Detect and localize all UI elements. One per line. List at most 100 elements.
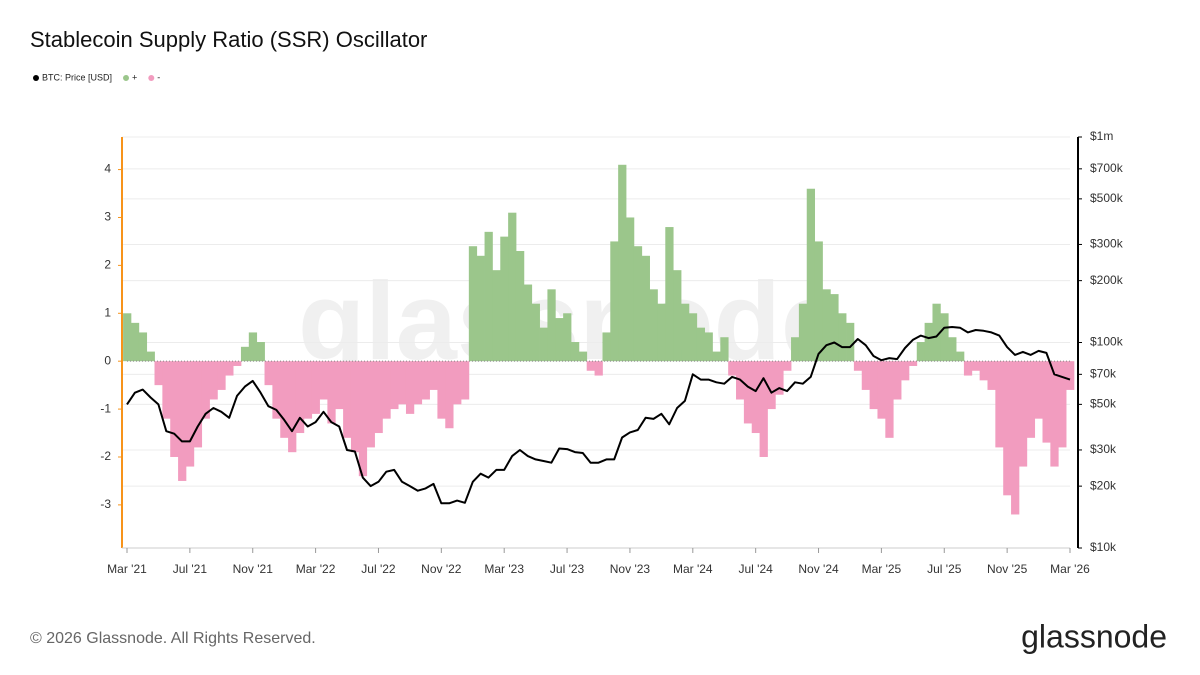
oscillator-bar bbox=[940, 313, 949, 362]
oscillator-bar bbox=[1066, 361, 1075, 390]
oscillator-bar bbox=[869, 361, 878, 410]
oscillator-bar bbox=[217, 361, 226, 390]
oscillator-bar bbox=[916, 342, 926, 362]
y2-tick-label: $300k bbox=[1090, 237, 1124, 251]
oscillator-bar bbox=[531, 303, 540, 362]
oscillator-bar bbox=[413, 361, 423, 405]
oscillator-bar bbox=[468, 246, 478, 362]
oscillator-bar bbox=[688, 313, 698, 362]
oscillator-bar bbox=[225, 361, 234, 376]
oscillator-bar bbox=[846, 322, 855, 362]
oscillator-bar bbox=[791, 337, 800, 362]
oscillator-bar bbox=[303, 361, 313, 419]
oscillator-bar bbox=[123, 313, 132, 362]
oscillator-bar bbox=[767, 361, 776, 410]
oscillator-bar bbox=[641, 255, 650, 362]
oscillator-bar bbox=[1026, 361, 1036, 438]
oscillator-bar bbox=[453, 361, 462, 405]
oscillator-bar bbox=[523, 284, 533, 362]
y2-tick-label: $20k bbox=[1090, 478, 1117, 492]
oscillator-bar bbox=[201, 361, 210, 419]
oscillator-bar bbox=[327, 361, 336, 424]
price-line bbox=[126, 326, 1071, 505]
oscillator-bar bbox=[987, 361, 996, 390]
oscillator-bar bbox=[633, 246, 643, 362]
x-tick-label: Nov '21 bbox=[233, 562, 274, 576]
oscillator-bar bbox=[586, 361, 595, 371]
oscillator-bar bbox=[681, 303, 690, 362]
oscillator-bar bbox=[343, 361, 352, 438]
oscillator-bar bbox=[798, 303, 808, 362]
x-tick-label: Jul '22 bbox=[361, 562, 396, 576]
oscillator-bar bbox=[319, 361, 328, 400]
oscillator-bar bbox=[759, 361, 768, 457]
oscillator-bar bbox=[248, 332, 258, 362]
oscillator-bar bbox=[563, 313, 572, 362]
oscillator-bar bbox=[264, 361, 273, 386]
legend-label: + bbox=[132, 72, 137, 82]
oscillator-bar bbox=[1034, 361, 1043, 419]
oscillator-bar bbox=[901, 361, 910, 381]
oscillator-bar bbox=[154, 361, 163, 386]
oscillator-bar bbox=[712, 351, 721, 362]
oscillator-bar bbox=[885, 361, 894, 438]
oscillator-bar bbox=[178, 361, 187, 481]
x-tick-label: Jul '23 bbox=[550, 562, 585, 576]
footer: © 2026 Glassnode. All Rights Reserved. bbox=[30, 630, 316, 647]
oscillator-bar bbox=[374, 361, 383, 434]
chart-title: Stablecoin Supply Ratio (SSR) Oscillator bbox=[30, 27, 427, 52]
oscillator-bar bbox=[610, 241, 619, 362]
oscillator-bar bbox=[421, 361, 430, 400]
oscillator-bar bbox=[335, 361, 344, 410]
oscillator-bar bbox=[170, 361, 179, 457]
oscillator-bar bbox=[908, 361, 918, 366]
oscillator-bar bbox=[484, 231, 493, 362]
oscillator-bar bbox=[429, 361, 438, 390]
oscillator-bar bbox=[358, 361, 368, 477]
x-tick-label: Mar '22 bbox=[296, 562, 336, 576]
oscillator-bar bbox=[233, 361, 242, 366]
oscillator-bar bbox=[476, 255, 485, 362]
x-tick-label: Nov '24 bbox=[798, 562, 839, 576]
oscillator-bar bbox=[649, 289, 658, 362]
x-tick-label: Jul '24 bbox=[739, 562, 774, 576]
oscillator-bar bbox=[893, 361, 902, 400]
oscillator-bar bbox=[673, 270, 682, 362]
y2-tick-label: $500k bbox=[1090, 191, 1124, 205]
oscillator-bar bbox=[1050, 361, 1059, 467]
oscillator-bar bbox=[1058, 361, 1067, 448]
y-tick-label: -1 bbox=[100, 401, 111, 415]
oscillator-bar bbox=[853, 361, 863, 371]
x-tick-label: Mar '24 bbox=[673, 562, 713, 576]
oscillator-bar bbox=[626, 217, 635, 362]
oscillator-bar bbox=[382, 361, 391, 419]
oscillator-bar bbox=[547, 289, 556, 362]
oscillator-bar bbox=[783, 361, 792, 371]
oscillator-bar bbox=[390, 361, 399, 410]
y2-tick-label: $50k bbox=[1090, 397, 1117, 411]
oscillator-bar bbox=[861, 361, 871, 390]
legend-label: BTC: Price [USD] bbox=[42, 72, 112, 82]
oscillator-bar bbox=[185, 361, 195, 467]
legend-marker bbox=[33, 75, 39, 81]
oscillator-bar bbox=[555, 318, 564, 362]
oscillator-bar bbox=[1003, 361, 1012, 496]
y2-tick-label: $1m bbox=[1090, 129, 1113, 143]
oscillator-bar bbox=[256, 342, 265, 362]
x-tick-label: Jul '21 bbox=[173, 562, 208, 576]
oscillator-bar bbox=[209, 361, 218, 400]
oscillator-bar bbox=[995, 361, 1004, 448]
y2-tick-label: $70k bbox=[1090, 367, 1117, 381]
oscillator-bar bbox=[696, 327, 705, 362]
oscillator-bar bbox=[956, 351, 965, 362]
y2-tick-label: $10k bbox=[1090, 540, 1117, 554]
oscillator-bar bbox=[146, 351, 155, 362]
oscillator-bar bbox=[948, 337, 957, 362]
oscillator-bar bbox=[405, 361, 415, 414]
oscillator-bar bbox=[775, 361, 784, 395]
x-tick-label: Mar '25 bbox=[862, 562, 902, 576]
oscillator-bar bbox=[508, 212, 517, 362]
oscillator-bar bbox=[877, 361, 886, 419]
